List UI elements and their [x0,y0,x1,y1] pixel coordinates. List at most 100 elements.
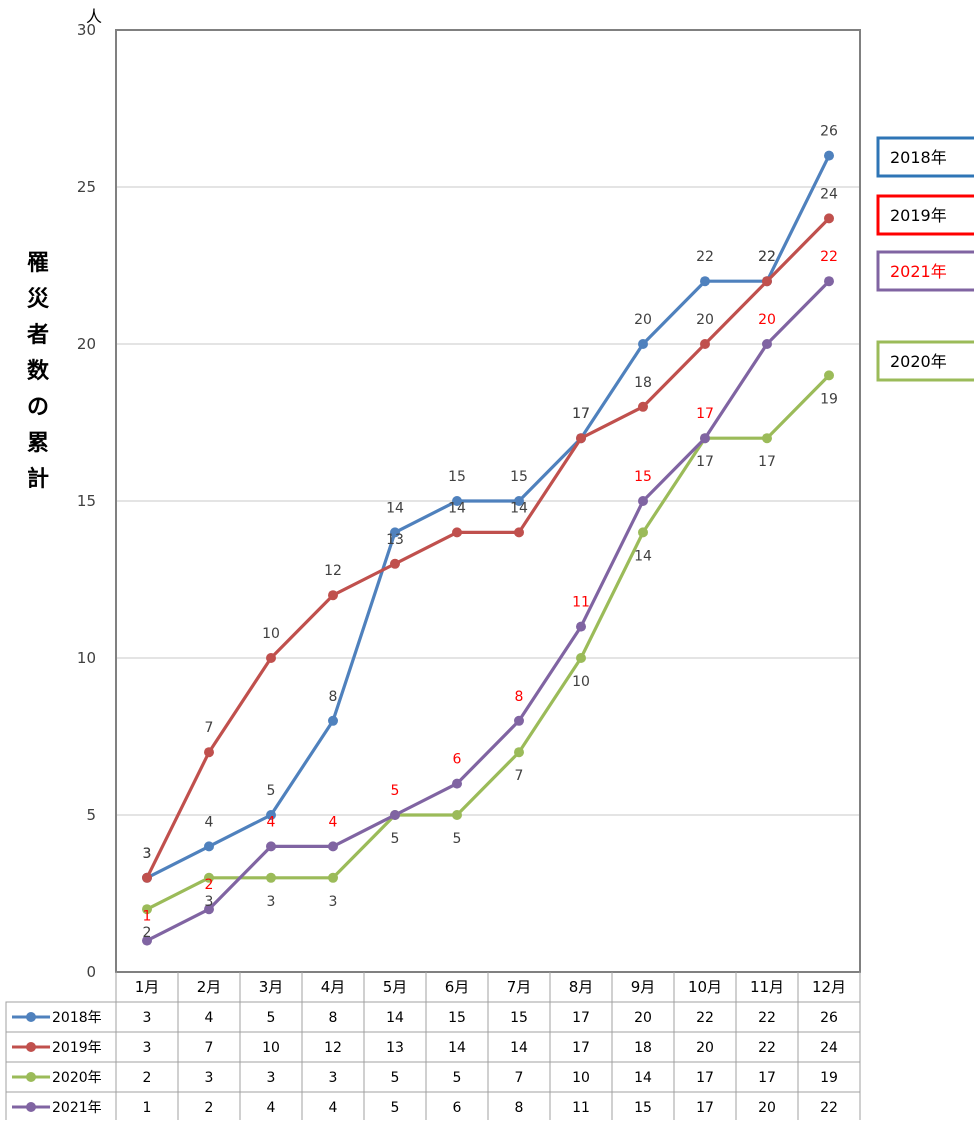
table-cell: 8 [515,1100,524,1116]
series-line-3 [146,280,831,943]
table-cell: 15 [448,1010,466,1026]
data-point [328,872,338,883]
data-label: 5 [267,783,276,799]
table-cell: 1 [143,1100,152,1116]
data-label: 11 [572,595,590,611]
data-point [638,496,648,506]
x-category-label: 7月 [507,978,532,996]
x-category-label: 2月 [197,978,222,996]
legend-box [876,250,974,292]
table-cell: 22 [696,1010,714,1026]
data-label: 10 [572,674,590,690]
data-point [700,339,710,349]
table-cell: 17 [572,1040,590,1056]
data-point [514,747,524,758]
data-point [142,935,152,946]
data-point [390,810,400,820]
table-cell: 12 [324,1040,342,1056]
table-cell: 22 [820,1100,838,1116]
data-label: 17 [572,406,590,422]
data-label: 15 [448,469,466,485]
data-label: 5 [453,831,462,847]
table-cell: 3 [205,1070,214,1086]
table-cell: 10 [572,1070,590,1086]
data-label: 22 [758,249,776,265]
data-label: 17 [572,406,590,422]
data-point [452,496,462,506]
table-cell: 3 [267,1070,276,1086]
data-label: 20 [758,312,776,328]
data-label: 22 [758,249,776,265]
table-cell: 20 [634,1010,652,1026]
series-line-2 [146,374,831,911]
data-label: 12 [324,563,342,579]
data-label: 10 [262,626,280,642]
table-series-name: 2020年 [52,1070,102,1086]
data-label: 17 [696,454,714,470]
data-label: 14 [510,500,528,516]
table-cell: 17 [758,1070,776,1086]
y-tick-label: 10 [77,649,96,667]
series-line-1 [145,217,831,879]
data-point [638,527,648,538]
table-cell: 2 [205,1100,214,1116]
data-point [514,496,524,506]
data-point [452,527,462,538]
data-label: 14 [448,500,466,516]
y-axis-title-char: 災 [27,287,50,312]
data-label: 4 [329,814,338,830]
table-cell: 11 [572,1100,590,1116]
y-tick-label: 5 [86,806,96,824]
data-point [452,778,462,789]
data-point [824,213,834,224]
data-point [452,810,462,820]
data-label: 2 [205,877,214,893]
table-cell: 26 [820,1010,838,1026]
table-cell: 18 [634,1040,652,1056]
data-label: 14 [386,500,404,516]
data-label: 26 [820,124,838,140]
data-point [824,370,834,381]
data-label: 4 [205,814,214,830]
table-cell: 5 [391,1070,400,1086]
table-cell: 15 [634,1100,652,1116]
data-label: 4 [267,814,276,830]
data-point [266,653,276,663]
data-label: 8 [329,689,338,705]
data-label: 5 [391,783,400,799]
x-category-label: 11月 [750,978,784,996]
data-point [824,150,834,161]
x-category-label: 9月 [631,978,656,996]
legend-box [876,194,974,236]
y-axis-title-char: 計 [27,466,49,492]
data-label: 15 [510,469,528,485]
data-label: 24 [820,186,838,202]
x-category-label: 1月 [135,978,160,996]
table-cell: 15 [510,1010,528,1026]
table-cell: 5 [267,1010,276,1026]
table-cell: 6 [453,1100,462,1116]
table-cell: 4 [205,1010,214,1026]
legend-label: 2021年 [890,262,947,281]
x-category-label: 6月 [445,978,470,996]
table-cell: 14 [386,1010,404,1026]
data-label: 8 [515,689,524,705]
table-cell: 17 [696,1070,714,1086]
table-cell: 3 [143,1010,152,1026]
table-legend-marker [26,1102,36,1112]
x-category-label: 5月 [383,978,408,996]
x-category-label: 12月 [812,978,846,996]
table-cell: 7 [205,1040,214,1056]
legend-label: 2018年 [890,148,947,167]
table-cell: 13 [386,1040,404,1056]
data-point [328,841,338,852]
data-point [266,872,276,883]
data-label: 18 [634,375,652,391]
table-cell: 3 [329,1070,338,1086]
table-cell: 5 [453,1070,462,1086]
table-cell: 24 [820,1040,838,1056]
legend-box [876,340,974,382]
table-cell: 17 [696,1100,714,1116]
y-axis-title-char: 累 [27,431,49,456]
